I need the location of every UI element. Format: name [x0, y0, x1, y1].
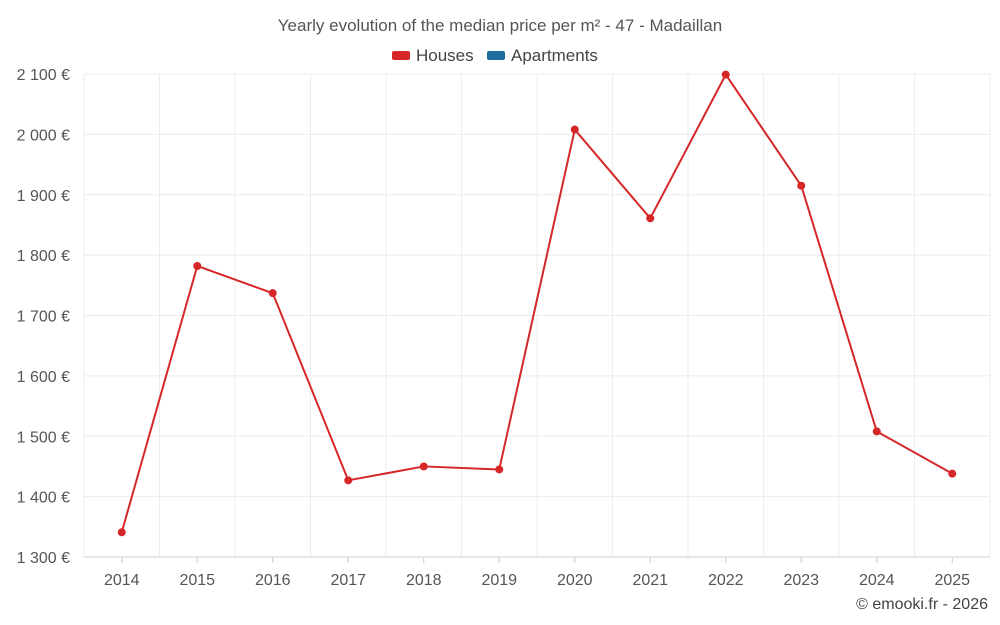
legend-label-houses: Houses: [416, 46, 474, 65]
y-tick-label: 1 300 €: [17, 550, 70, 567]
legend: Houses Apartments: [392, 46, 598, 65]
x-axis: 2014 2015 2016 2017 2018 2019 2020 2021 2022 2023…: [104, 557, 970, 589]
y-tick-label: 2 100 €: [17, 67, 70, 84]
x-tick-label: 2019: [481, 572, 517, 589]
legend-swatch-apartments: [487, 51, 505, 60]
x-tick-label: 2015: [179, 572, 215, 589]
data-point-houses-2020: [570, 125, 579, 134]
legend-swatch-houses: [392, 51, 410, 60]
y-tick-label: 1 700 €: [17, 309, 70, 326]
data-point-houses-2016: [268, 289, 277, 298]
series-line-houses: [120, 73, 953, 533]
y-tick-label: 1 600 €: [17, 369, 70, 386]
credit-text: © emooki.fr - 2026: [856, 596, 988, 613]
grid: [83, 73, 991, 558]
x-tick-label: 2014: [104, 572, 140, 589]
x-tick-label: 2016: [255, 572, 291, 589]
y-tick-label: 1 800 €: [17, 248, 70, 265]
x-tick-label: 2020: [557, 572, 593, 589]
x-tick-label: 2022: [708, 572, 744, 589]
legend-label-apartments: Apartments: [511, 46, 598, 65]
data-point-houses-2019: [495, 465, 504, 474]
data-point-houses-2022: [721, 70, 730, 79]
x-tick-label: 2023: [783, 572, 819, 589]
x-tick-label: 2025: [934, 572, 970, 589]
legend-item-houses[interactable]: Houses: [392, 46, 474, 65]
y-tick-label: 2 000 €: [17, 127, 70, 144]
x-tick-label: 2018: [406, 572, 442, 589]
x-tick-label: 2017: [330, 572, 366, 589]
series-houses: [117, 70, 957, 537]
y-tick-label: 1 900 €: [17, 188, 70, 205]
data-point-houses-2023: [797, 181, 806, 190]
chart-title: Yearly evolution of the median price per…: [278, 16, 722, 35]
data-point-houses-2024: [872, 427, 881, 436]
y-tick-label: 1 400 €: [17, 490, 70, 507]
x-tick-label: 2021: [632, 572, 668, 589]
legend-item-apartments[interactable]: Apartments: [487, 46, 598, 65]
data-point-houses-2014: [117, 528, 126, 537]
y-tick-label: 1 500 €: [17, 429, 70, 446]
data-point-houses-2018: [419, 462, 428, 471]
data-point-houses-2025: [948, 469, 957, 478]
data-point-houses-2015: [193, 261, 202, 270]
y-axis: 1 300 € 1 400 € 1 500 € 1 600 € 1 700 € 1 800…: [17, 67, 70, 567]
data-point-houses-2017: [344, 476, 353, 485]
data-point-houses-2021: [646, 214, 655, 223]
x-tick-label: 2024: [859, 572, 895, 589]
